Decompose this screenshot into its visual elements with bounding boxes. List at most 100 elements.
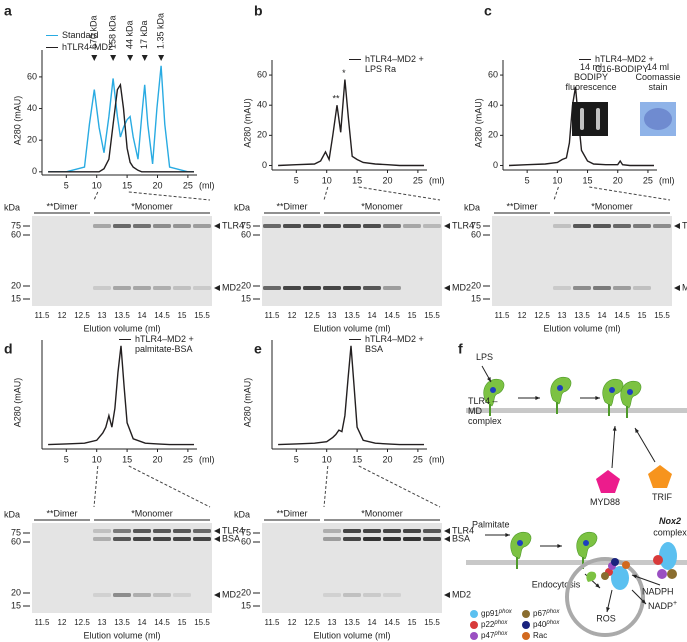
lane-label: 14.5 xyxy=(384,311,400,320)
gel-band xyxy=(303,224,321,228)
band-label: MD2 xyxy=(452,589,471,599)
gel-x-label: Elution volume (ml) xyxy=(313,323,390,333)
ligand-site xyxy=(627,389,633,395)
band-arrow xyxy=(214,285,220,291)
series-line xyxy=(278,79,424,167)
legend-dot xyxy=(470,632,478,640)
gel-band xyxy=(363,537,381,541)
legend-swatch xyxy=(579,59,591,60)
gel-marker-label: 15 xyxy=(11,600,21,610)
gel-band xyxy=(363,286,381,290)
arrow-head xyxy=(505,533,510,537)
gel-band xyxy=(403,537,421,541)
membrane xyxy=(466,560,687,565)
gel-band xyxy=(173,529,191,533)
legend-sup: phox xyxy=(498,609,513,615)
band-arrow xyxy=(214,536,220,542)
inset-label: 14 ml BODIPY fluorescence xyxy=(565,62,617,92)
guide-dash xyxy=(358,465,441,508)
gel-image xyxy=(32,523,212,613)
legend-label: p47phox xyxy=(481,631,508,641)
annotation: * xyxy=(342,68,346,78)
guide-dash xyxy=(323,186,329,201)
legend-dot xyxy=(470,621,478,629)
nadp-base: NADP xyxy=(648,601,673,611)
legend-entry: hTLR4–MD2 + palmitate-BSA xyxy=(119,334,211,354)
legend-base: p22 xyxy=(481,620,495,629)
gel-x-label: Elution volume (ml) xyxy=(543,323,620,333)
legend-sup: phox xyxy=(493,631,508,637)
x-tick-label: 15 xyxy=(352,454,362,464)
series-line xyxy=(48,82,194,173)
y-tick-label: 40 xyxy=(488,100,498,110)
nox-label: Nox2 xyxy=(659,516,681,526)
p22 xyxy=(653,555,663,565)
lane-label: 15.5 xyxy=(194,311,210,320)
gel-band xyxy=(363,529,381,533)
lane-label: 15.5 xyxy=(194,618,210,627)
lane-label: 11.5 xyxy=(495,311,511,320)
dimer-label: **Dimer xyxy=(46,508,77,518)
gel-image xyxy=(492,216,672,306)
gel-band xyxy=(343,529,361,533)
legend-label: p40phox xyxy=(533,620,560,630)
panel-letter: d xyxy=(4,341,13,357)
y-axis-label: A280 (mAU) xyxy=(242,98,252,148)
legend-dot xyxy=(522,632,530,640)
gel-marker-label: 20 xyxy=(241,587,251,597)
band-arrow xyxy=(214,592,220,598)
x-tick-label: 5 xyxy=(294,454,299,464)
arrow-head xyxy=(612,426,617,431)
gel-marker-label: 75 xyxy=(11,527,21,537)
gel-band xyxy=(553,286,571,290)
x-axis-label: (ml) xyxy=(429,175,445,185)
gel-band xyxy=(423,537,441,541)
guide-dash xyxy=(128,465,211,508)
annotation: 44 kDa xyxy=(125,20,135,49)
guide-dash xyxy=(553,186,559,201)
ligand-site xyxy=(583,540,589,546)
x-axis-label: (ml) xyxy=(199,454,215,464)
arrow-head xyxy=(595,396,600,400)
x-axis-label: (ml) xyxy=(429,454,445,464)
gel-marker-label: 15 xyxy=(241,293,251,303)
legend: hTLR4–MD2 + palmitate-BSA xyxy=(119,334,211,356)
annotation: 158 kDa xyxy=(107,15,117,49)
lane-label: 15 xyxy=(178,618,187,627)
legend-base: p67 xyxy=(533,609,547,618)
gel-band xyxy=(343,593,361,597)
legend-label: hTLR4–MD2 + LPS Ra xyxy=(365,54,424,74)
gel-band xyxy=(93,593,111,597)
arrow-head xyxy=(641,599,646,604)
gel-band xyxy=(93,529,111,533)
gel-band xyxy=(193,529,211,533)
guide-dash xyxy=(323,465,329,508)
dimer-label: **Dimer xyxy=(276,201,307,211)
gel-band xyxy=(593,224,611,228)
lane-label: 14 xyxy=(138,311,147,320)
y-tick-label: 60 xyxy=(488,69,498,79)
trif xyxy=(648,465,672,488)
x-tick-label: 10 xyxy=(92,454,102,464)
gel-marker-label: 60 xyxy=(241,229,251,239)
gel-band xyxy=(653,224,671,228)
gel-band xyxy=(193,224,211,228)
gel-image xyxy=(262,523,442,613)
legend-swatch xyxy=(46,47,58,48)
legend-dot xyxy=(522,610,530,618)
ligand-site xyxy=(490,387,496,393)
legend-label: hTLR4–MD2 + C16-BODIPY xyxy=(595,54,654,74)
y-tick-label: 60 xyxy=(257,69,267,79)
gel-band xyxy=(93,286,111,290)
label: TRIF xyxy=(652,492,672,502)
gp91 xyxy=(611,566,629,590)
annotation: 17 kDa xyxy=(139,20,149,49)
x-tick-label: 5 xyxy=(294,175,299,185)
gel-band xyxy=(173,224,191,228)
gel-marker-label: 15 xyxy=(11,293,21,303)
gel-band xyxy=(93,537,111,541)
x-tick-label: 10 xyxy=(322,454,332,464)
x-tick-label: 20 xyxy=(382,454,392,464)
gel-band xyxy=(633,286,651,290)
band-label: MD2 xyxy=(222,282,241,292)
